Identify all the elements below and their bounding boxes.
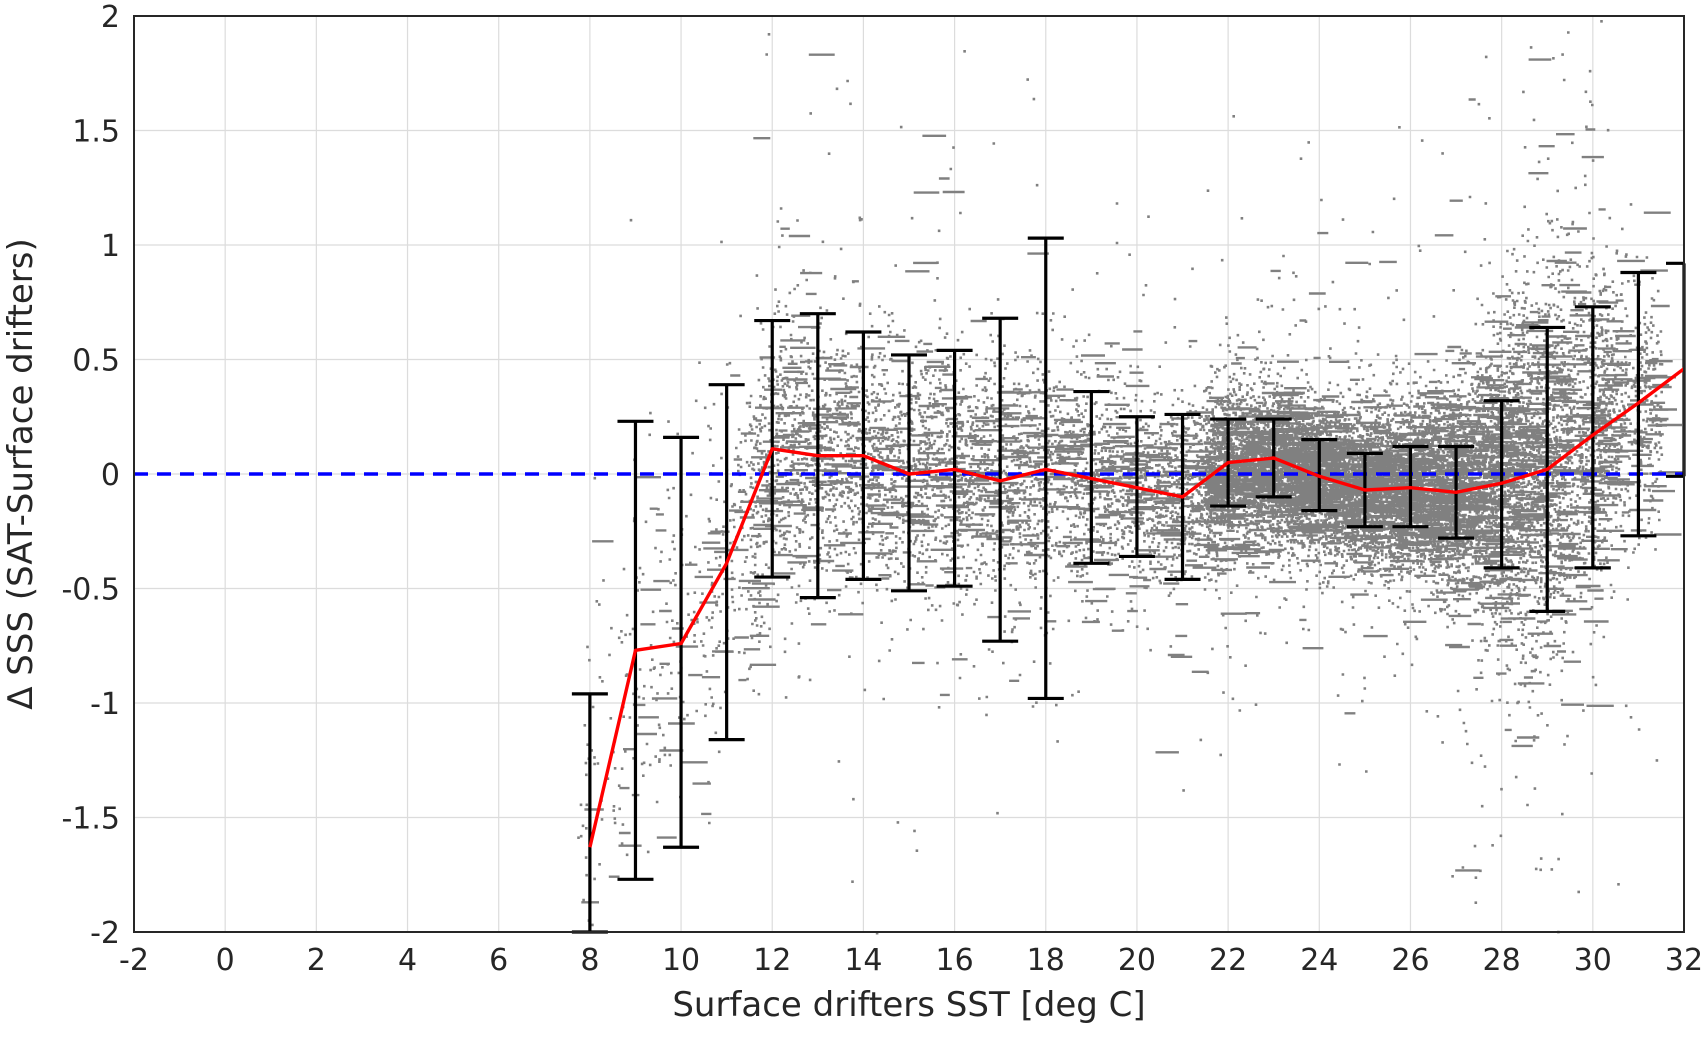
y-tick-label: 2: [101, 0, 120, 35]
y-tick-label: -1: [90, 687, 120, 722]
y-axis-label: Δ SSS (SAT-Surface drifters): [1, 238, 41, 710]
x-tick-label: 16: [935, 943, 973, 978]
x-tick-label: 22: [1209, 943, 1247, 978]
x-tick-label: -2: [119, 943, 149, 978]
scatter-points: [577, 20, 1686, 935]
x-tick-label: 12: [753, 943, 791, 978]
y-tick-label: 1: [101, 229, 120, 264]
error-bars: [571, 236, 1686, 934]
x-tick-labels: -2 0 2 4 6 8 10 12 14 16 18 20 22 24 26 28 30 32: [119, 943, 1703, 978]
x-tick-label: 0: [216, 943, 235, 978]
x-tick-label: 24: [1300, 943, 1338, 978]
x-tick-label: 8: [580, 943, 599, 978]
x-tick-label: 30: [1574, 943, 1612, 978]
x-tick-label: 28: [1483, 943, 1521, 978]
y-tick-label: -0.5: [61, 573, 120, 608]
mean-line: [588, 367, 1686, 848]
x-tick-label: 14: [844, 943, 882, 978]
y-tick-label: 0: [101, 458, 120, 493]
x-tick-label: 4: [398, 943, 417, 978]
x-tick-label: 10: [662, 943, 700, 978]
x-axis-label: Surface drifters SST [deg C]: [672, 985, 1145, 1025]
y-tick-label: -2: [90, 916, 120, 951]
mean-line-group: [588, 367, 1686, 848]
y-tick-label: -1.5: [61, 802, 120, 837]
y-tick-labels: -2 -1.5 -1 -0.5 0 0.5 1 1.5 2: [61, 0, 120, 951]
scatter-point-cloud: [577, 20, 1686, 935]
x-tick-label: 32: [1665, 943, 1703, 978]
y-tick-label: 0.5: [72, 344, 120, 379]
y-tick-label: 1.5: [72, 115, 120, 150]
x-tick-label: 6: [489, 943, 508, 978]
plot-frame: [133, 15, 1685, 933]
x-tick-label: 20: [1118, 943, 1156, 978]
x-tick-label: 26: [1391, 943, 1429, 978]
x-tick-label: 2: [307, 943, 326, 978]
x-tick-label: 18: [1027, 943, 1065, 978]
